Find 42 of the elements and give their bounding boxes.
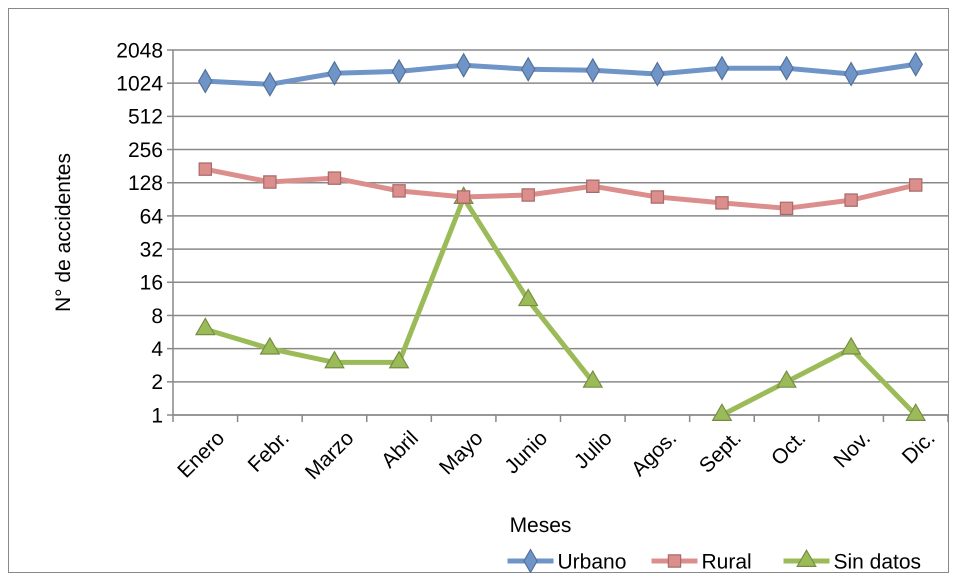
point: [328, 171, 342, 185]
y-tick-label: 2048: [116, 39, 163, 62]
point: [324, 351, 344, 368]
y-tick-label: 512: [128, 106, 163, 129]
point: [715, 196, 729, 210]
y-tick-label: 2: [151, 371, 163, 394]
point: [586, 179, 600, 193]
legend-label: Sin datos: [834, 550, 922, 574]
point: [389, 351, 409, 368]
x-tick-label: Julio: [570, 426, 617, 474]
point: [518, 288, 538, 306]
point: [776, 370, 796, 388]
y-axis-title: N° de accidentes: [52, 153, 75, 312]
y-tick-label: 32: [140, 238, 163, 262]
x-axis-title: Meses: [510, 514, 572, 537]
point: [198, 162, 212, 176]
y-tick-label: 16: [140, 272, 163, 295]
x-tick-label: Oct.: [766, 426, 810, 470]
point: [582, 370, 603, 388]
point: [780, 202, 794, 216]
y-tick-label: 64: [140, 205, 164, 228]
x-tick-label: Nov.: [829, 426, 876, 472]
point: [260, 337, 280, 355]
point: [712, 404, 732, 421]
y-tick-label: 128: [128, 172, 163, 196]
y-tick-label: 1: [151, 404, 163, 428]
legend-label: Urbano: [558, 550, 626, 574]
point: [650, 190, 664, 204]
y-tick-label: 8: [151, 304, 163, 328]
legend-label: Rural: [702, 550, 752, 574]
y-tick-label: 1024: [116, 72, 164, 96]
x-tick-label: Dic.: [898, 426, 940, 469]
point: [906, 404, 926, 421]
point: [195, 318, 216, 336]
y-tick-label: 4: [151, 338, 164, 361]
y-tick-label: 256: [128, 138, 163, 162]
point: [392, 184, 406, 198]
point: [908, 178, 922, 192]
point: [263, 175, 277, 189]
point: [841, 337, 862, 355]
point: [521, 188, 535, 202]
point: [844, 193, 858, 207]
